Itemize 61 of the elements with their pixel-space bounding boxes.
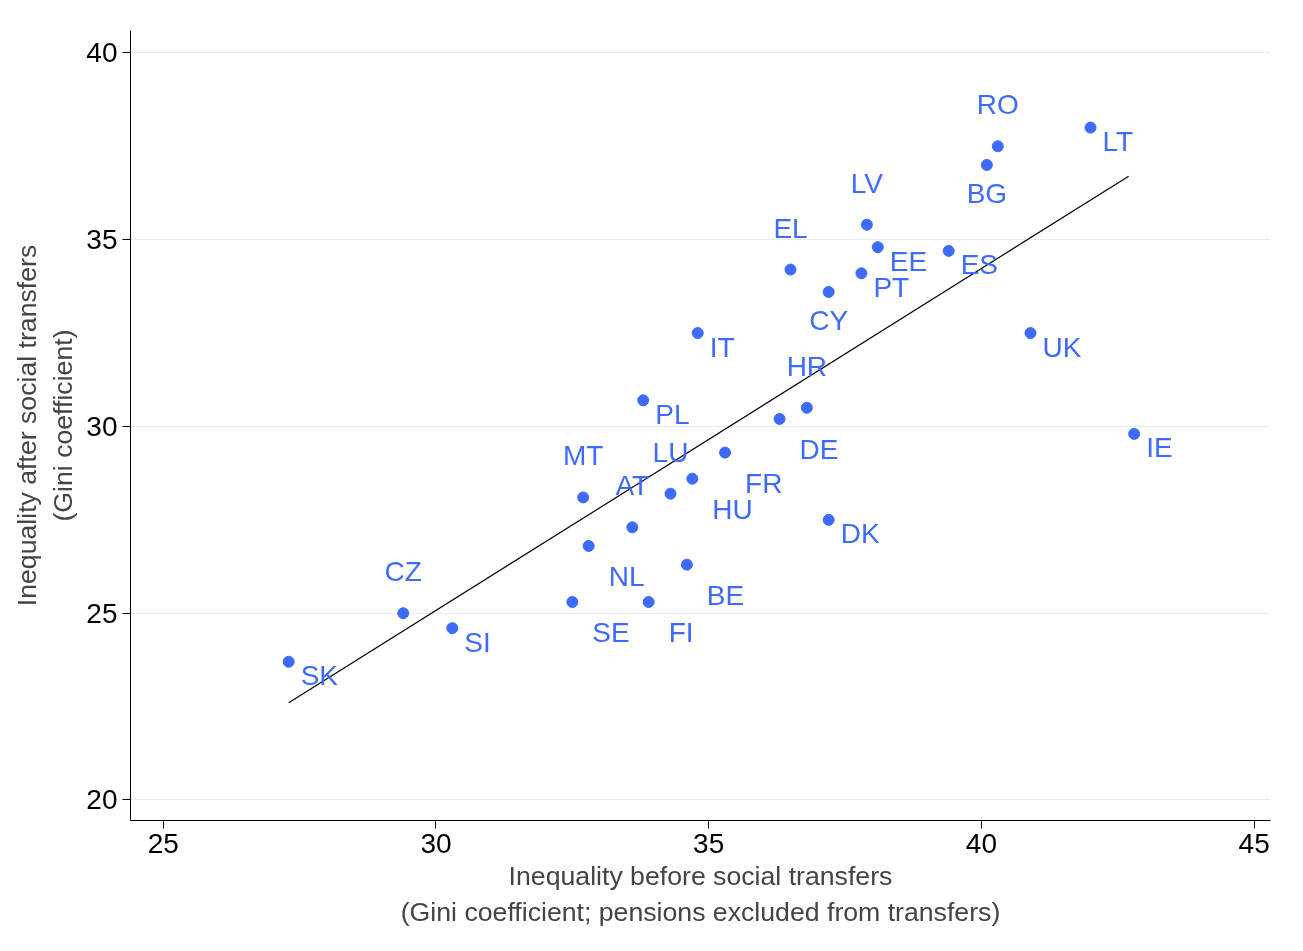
annotation: DK: [840, 518, 880, 550]
point: [282, 655, 295, 668]
annotation: PL: [655, 398, 690, 430]
x-tick-label: 35: [693, 827, 725, 859]
point: [686, 472, 699, 485]
x-tick-label: 25: [147, 827, 179, 859]
point: [822, 285, 835, 298]
x-tick-label: 40: [965, 827, 997, 859]
x-tick-label: 45: [1238, 827, 1270, 859]
annotation: CZ: [384, 556, 422, 588]
y-tick-label: 40: [86, 37, 118, 69]
annotation: MT: [563, 440, 604, 472]
annotation: LV: [850, 167, 884, 199]
point: [446, 622, 459, 635]
point: [942, 244, 955, 257]
point: [822, 513, 835, 526]
point: [980, 158, 993, 171]
point: [637, 394, 650, 407]
point: [566, 596, 579, 608]
point: [680, 558, 693, 571]
point: [1024, 327, 1037, 340]
point: [397, 607, 410, 620]
annotation: SI: [464, 626, 491, 658]
annotation: CY: [809, 304, 849, 336]
annotation: EL: [773, 212, 808, 244]
y-tick-label: 30: [86, 410, 118, 442]
point: [691, 327, 704, 340]
annotation: RO: [976, 89, 1019, 121]
annotation: FI: [668, 616, 694, 648]
y-axis-title: Inequality after social transfers (Gini coefficient): [12, 244, 79, 607]
annotation: NL: [608, 560, 645, 592]
annotation: BG: [966, 177, 1008, 209]
point: [642, 596, 655, 608]
point: [582, 539, 595, 552]
annotation: BE: [706, 579, 745, 611]
annotation: UK: [1042, 331, 1082, 363]
annotation: IE: [1146, 432, 1173, 464]
point: [871, 241, 884, 254]
point: [719, 446, 732, 459]
annotation: DE: [799, 433, 839, 465]
point: [577, 491, 590, 504]
point: [1084, 121, 1097, 134]
point: [773, 412, 786, 425]
point: [800, 401, 813, 414]
annotation: IT: [709, 331, 735, 363]
point: [991, 140, 1004, 153]
point: [1128, 427, 1141, 440]
point: [855, 267, 868, 280]
annotation: SE: [592, 616, 630, 648]
y-tick-label: 20: [86, 784, 118, 816]
x-tick-label: 30: [420, 827, 452, 859]
y-tick-label: 25: [86, 597, 118, 629]
point: [784, 263, 797, 276]
point: [860, 218, 873, 231]
annotation: HR: [786, 350, 828, 382]
point: [626, 521, 639, 534]
x-axis-title: Inequality before social transfers (Gini coefficient; pensions excluded from transfers): [400, 860, 1001, 927]
y-tick-label: 35: [86, 224, 118, 256]
point: [664, 487, 677, 500]
annotation: LT: [1102, 126, 1134, 158]
annotation: LU: [652, 436, 689, 468]
